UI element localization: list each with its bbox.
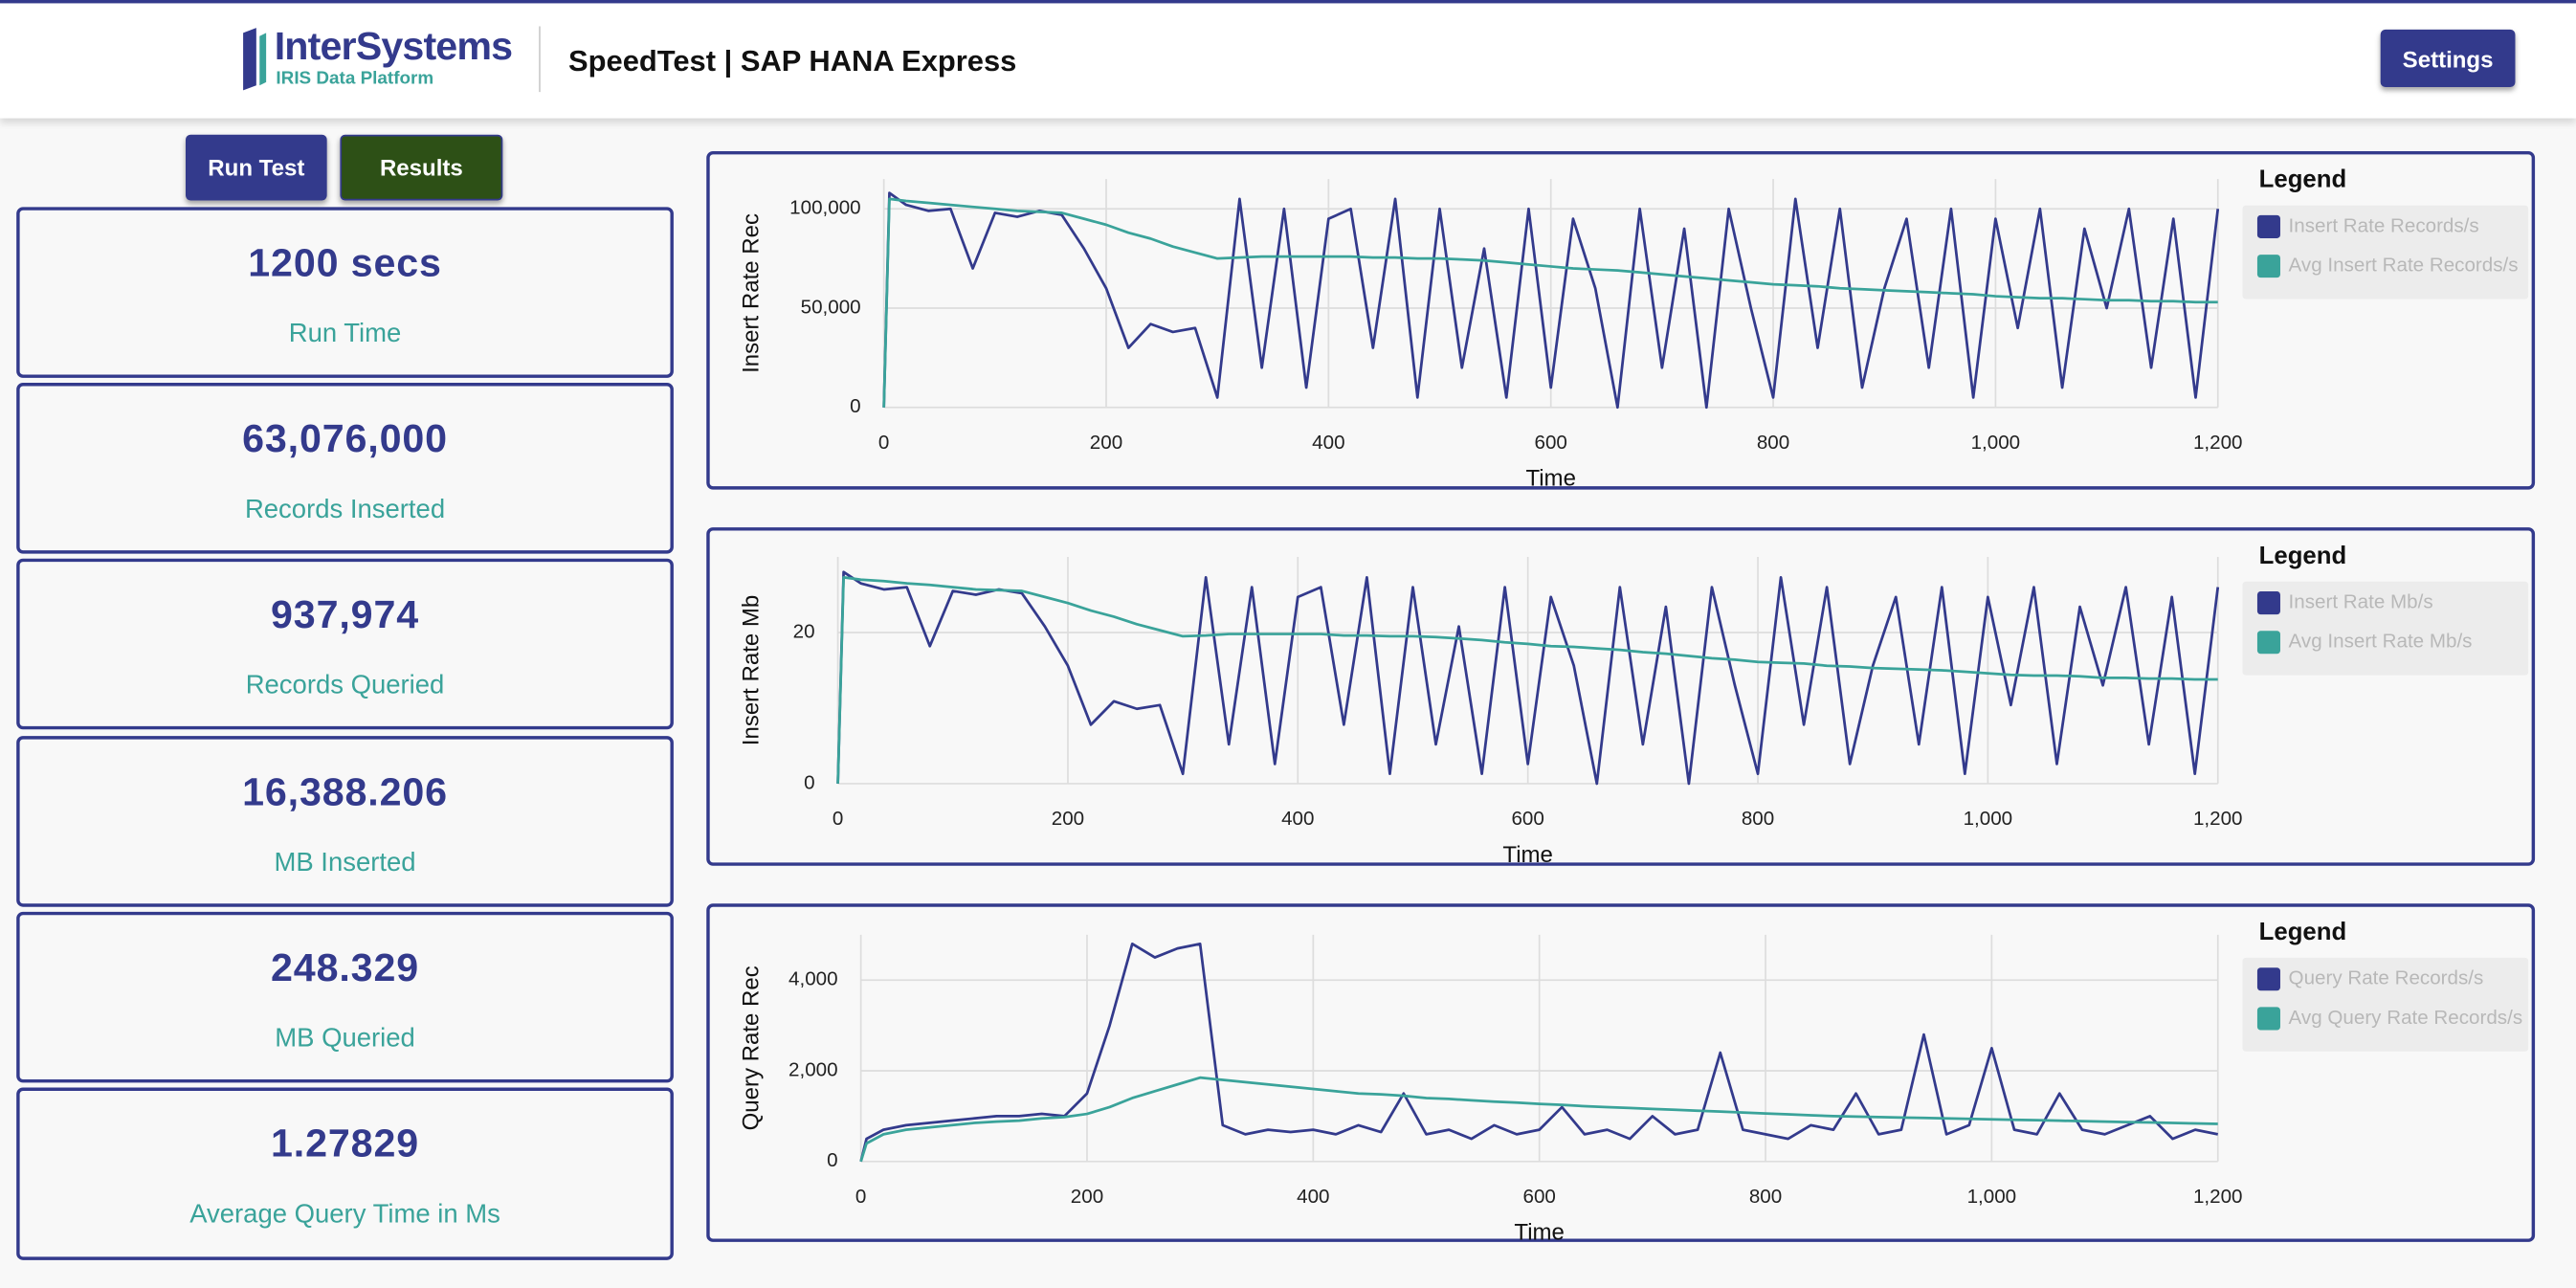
y-tick-label: 50,000 — [801, 296, 861, 318]
legend-box — [2242, 205, 2529, 300]
series-line — [836, 575, 2218, 784]
stat-value: 63,076,000 — [242, 417, 448, 462]
y-axis-title: Insert Rate Mb — [739, 595, 765, 745]
x-tick-label: 800 — [1757, 432, 1789, 454]
stat-label: MB Queried — [275, 1025, 415, 1054]
stat-value: 937,974 — [271, 592, 420, 638]
stat-value: 16,388.206 — [242, 770, 448, 815]
x-axis-title: Time — [1502, 842, 1552, 866]
x-tick-label: 1,200 — [2193, 1186, 2243, 1208]
y-tick-label: 2,000 — [788, 1058, 838, 1080]
legend-swatch — [2256, 214, 2280, 238]
stat-label: MB Inserted — [274, 849, 416, 877]
x-tick-label: 600 — [1535, 432, 1567, 454]
x-tick-label: 400 — [1281, 808, 1314, 830]
stat-value: 1.27829 — [271, 1121, 420, 1166]
stat-card: 937,974 Records Queried — [16, 558, 674, 730]
x-tick-label: 0 — [833, 808, 843, 830]
x-tick-label: 1,200 — [2193, 808, 2243, 830]
chart-panel: 0 50,000 100,000 0 200 400 600 800 1,000 1,200 Tim… — [706, 150, 2536, 490]
x-tick-label: 800 — [1749, 1186, 1782, 1208]
header: InterSystems IRIS Data Platform SpeedTes… — [0, 0, 2576, 119]
legend-label: Query Rate Records/s — [2289, 967, 2484, 989]
series-line — [859, 942, 2219, 1163]
page-title: SpeedTest | SAP HANA Express — [568, 44, 1017, 78]
x-tick-label: 200 — [1071, 1186, 1103, 1208]
series-line — [836, 570, 2220, 786]
x-tick-label: 1,000 — [1971, 432, 2021, 454]
y-tick-label: 0 — [850, 395, 860, 417]
stat-card: 16,388.206 MB Inserted — [16, 736, 674, 907]
y-tick-label: 100,000 — [789, 197, 860, 219]
stat-card: 1.27829 Average Query Time in Ms — [16, 1087, 674, 1260]
y-tick-label: 4,000 — [788, 968, 838, 990]
stat-card: 1200 secs Run Time — [16, 207, 674, 378]
results-button[interactable]: Results — [340, 134, 503, 201]
legend-swatch — [2256, 255, 2280, 278]
legend-swatch — [2256, 591, 2280, 615]
stat-value: 1200 secs — [248, 241, 442, 286]
x-tick-label: 0 — [878, 432, 889, 454]
x-tick-label: 1,000 — [1964, 808, 2013, 830]
series-line — [882, 191, 2220, 410]
x-tick-label: 0 — [855, 1186, 866, 1208]
stat-label: Average Query Time in Ms — [189, 1201, 500, 1230]
x-axis-title: Time — [1525, 466, 1575, 490]
chart-panel: 0 2,000 4,000 0 200 400 600 800 1,000 1,200 Time Qu… — [706, 903, 2536, 1242]
run-test-button[interactable]: Run Test — [186, 134, 327, 201]
legend-label: Avg Query Rate Records/s — [2289, 1007, 2523, 1029]
legend-label: Insert Rate Records/s — [2289, 214, 2479, 236]
y-tick-label: 20 — [793, 620, 815, 642]
x-tick-label: 400 — [1297, 1186, 1329, 1208]
x-axis-title: Time — [1514, 1220, 1564, 1242]
chart: 0 50,000 100,000 0 200 400 600 800 1,000 1,200 Tim… — [739, 167, 2529, 490]
legend-title: Legend — [2259, 919, 2347, 945]
y-axis-title: Query Rate Rec — [739, 966, 765, 1130]
chart: 0 2,000 4,000 0 200 400 600 800 1,000 1,200 Time Qu… — [739, 919, 2529, 1242]
legend-box — [2242, 581, 2529, 676]
stat-card: 248.329 MB Queried — [16, 911, 674, 1083]
x-tick-label: 600 — [1522, 1186, 1555, 1208]
series-line — [882, 197, 2218, 408]
legend-swatch — [2256, 967, 2280, 991]
logo-text: InterSystems — [274, 24, 513, 70]
divider — [539, 26, 541, 93]
stat-value: 248.329 — [271, 945, 420, 991]
x-tick-label: 1,200 — [2193, 432, 2243, 454]
legend-label: Insert Rate Mb/s — [2289, 591, 2433, 613]
stat-label: Run Time — [288, 320, 402, 348]
stat-label: Records Inserted — [244, 496, 446, 524]
chart-panel: 0 20 0 200 400 600 800 1,000 1,200 Time Insert Rat… — [706, 527, 2536, 866]
logo-icon — [243, 28, 267, 91]
logo-subtitle: IRIS Data Platform — [276, 69, 434, 89]
x-tick-label: 600 — [1511, 808, 1543, 830]
legend-title: Legend — [2259, 543, 2347, 569]
legend-box — [2242, 957, 2529, 1052]
stat-label: Records Queried — [245, 672, 445, 700]
y-axis-title: Insert Rate Rec — [739, 213, 765, 373]
legend-swatch — [2256, 1007, 2280, 1031]
x-tick-label: 200 — [1090, 432, 1122, 454]
x-tick-label: 200 — [1052, 808, 1084, 830]
y-tick-label: 0 — [827, 1149, 837, 1171]
stat-card: 63,076,000 Records Inserted — [16, 383, 674, 554]
x-tick-label: 1,000 — [1967, 1186, 2017, 1208]
legend-label: Avg Insert Rate Mb/s — [2289, 631, 2473, 653]
x-tick-label: 400 — [1312, 432, 1344, 454]
legend-swatch — [2256, 631, 2280, 655]
x-tick-label: 800 — [1742, 808, 1774, 830]
y-tick-label: 0 — [804, 771, 814, 793]
settings-button[interactable]: Settings — [2380, 29, 2516, 87]
series-line — [859, 1076, 2218, 1163]
legend-label: Avg Insert Rate Records/s — [2289, 255, 2519, 277]
legend-title: Legend — [2259, 167, 2347, 193]
